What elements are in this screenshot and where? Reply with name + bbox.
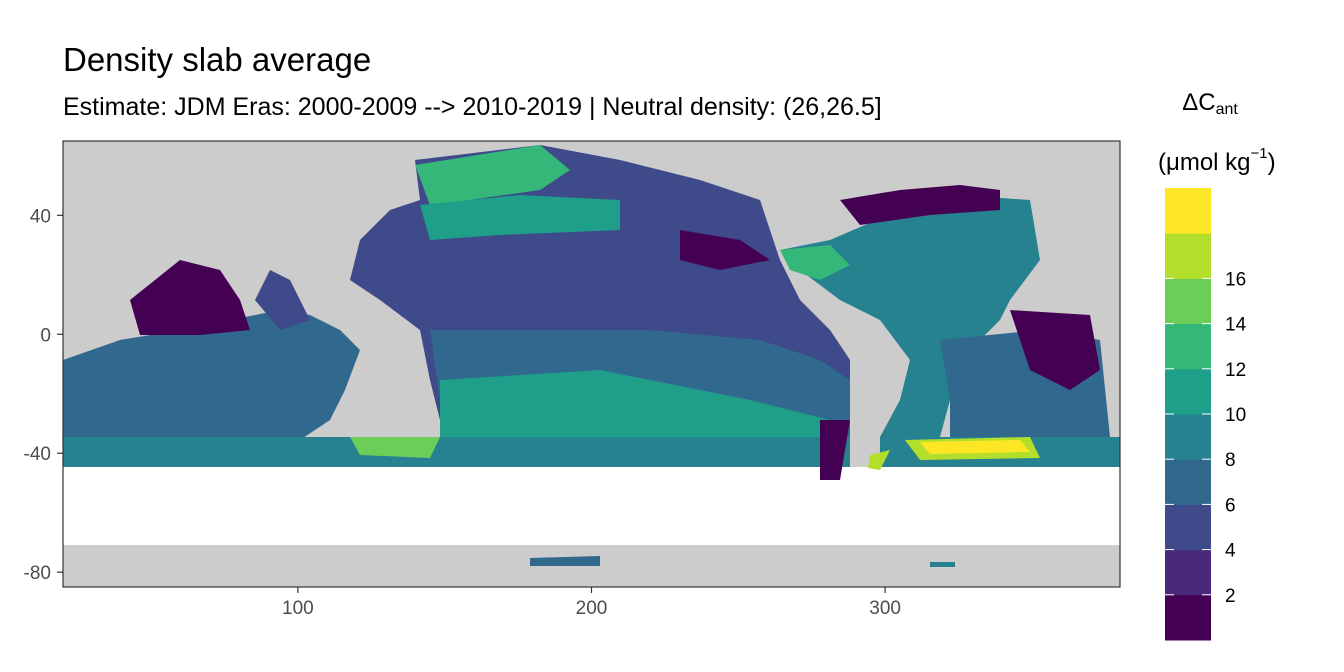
y-tick-label: 0	[40, 325, 51, 346]
drake-passage-high	[868, 450, 890, 470]
north-pacific-band	[420, 195, 620, 240]
southern-atlantic-peak	[920, 440, 1030, 454]
chile-coast	[820, 420, 850, 480]
legend-swatch	[1165, 549, 1211, 596]
plot-panel	[62, 140, 1121, 588]
southern-pacific-band	[440, 437, 850, 467]
legend-break-label: 4	[1225, 541, 1236, 562]
y-tick-label: -80	[24, 563, 51, 584]
legend-break-label: 2	[1225, 586, 1236, 607]
map-layer	[63, 141, 1120, 587]
legend-swatch	[1165, 323, 1211, 370]
legend-title-main: ΔC	[1182, 89, 1216, 116]
legend-break-label: 6	[1225, 495, 1236, 516]
legend-swatch	[1165, 188, 1211, 234]
y-tick-label: 40	[30, 206, 51, 227]
legend-units-suffix: )	[1267, 149, 1276, 176]
x-tick-label: 300	[869, 598, 901, 619]
legend-break-label: 16	[1225, 269, 1246, 290]
x-tick-label: 200	[576, 598, 608, 619]
legend-units: (μmol kg−1)	[1158, 138, 1344, 179]
arabian-sea	[130, 260, 250, 335]
legend-break-label: 8	[1225, 450, 1236, 471]
color-legend: 2 4 6 8 10 12 14 16	[1165, 188, 1247, 641]
antarctic-shelf-1	[530, 556, 600, 566]
legend-title-sub: ant	[1215, 101, 1238, 118]
x-tick-label: 100	[282, 598, 314, 619]
legend-units-sup: −1	[1250, 145, 1268, 162]
legend-swatch	[1165, 368, 1211, 415]
legend-break-label: 14	[1225, 315, 1247, 336]
legend-swatch	[1165, 504, 1211, 551]
legend-swatch	[1165, 278, 1211, 325]
legend-swatch	[1165, 459, 1211, 505]
east-pacific-low	[680, 230, 770, 270]
legend-swatch	[1165, 233, 1211, 279]
legend-swatch	[1165, 414, 1211, 460]
southern-indian-highlight	[350, 437, 440, 458]
legend-units-prefix: (μmol kg	[1158, 149, 1251, 176]
north-pacific-highlight	[415, 145, 570, 205]
legend-swatch	[1165, 594, 1211, 641]
east-atlantic-low	[1010, 310, 1100, 390]
legend-break-label: 10	[1225, 405, 1246, 426]
chart-subtitle: Estimate: JDM Eras: 2000-2009 --> 2010-2…	[63, 93, 882, 121]
southern-nodata-band	[63, 467, 1120, 545]
legend-title: ΔCant	[1150, 88, 1270, 125]
bay-of-bengal	[255, 270, 310, 330]
southern-indian-band	[63, 437, 440, 467]
antarctic-shelf-2	[930, 562, 955, 567]
north-atlantic-low	[840, 185, 1000, 225]
y-tick-label: -40	[24, 444, 51, 465]
atlantic-ocean	[780, 195, 1040, 437]
indian-ocean	[63, 310, 360, 440]
chart-title: Density slab average	[63, 41, 372, 78]
legend-break-label: 12	[1225, 360, 1246, 381]
gulf-highlight	[780, 245, 850, 280]
south-pacific-band	[440, 370, 830, 440]
